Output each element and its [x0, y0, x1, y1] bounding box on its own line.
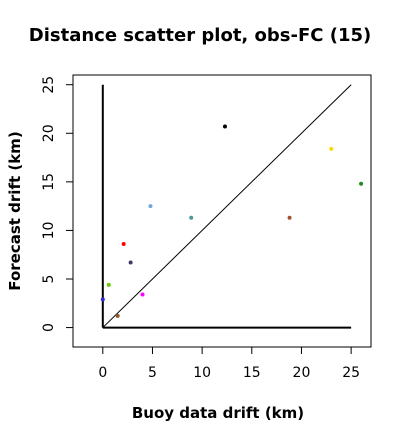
diagonal-reference-line: [102, 84, 352, 328]
y-tick-label-10: 10: [41, 222, 57, 240]
y-axis-ticks: 0 5 10 15 20 25: [41, 76, 73, 332]
y-tick-label-0: 0: [41, 323, 57, 332]
reference-lines: [101, 84, 352, 329]
data-point-5: [128, 260, 133, 265]
data-point-3: [115, 313, 120, 318]
x-tick-label-5: 5: [148, 365, 157, 381]
data-point-12: [359, 181, 364, 186]
x-tick-label-20: 20: [293, 365, 311, 381]
data-point-8: [189, 215, 194, 220]
data-points: [100, 124, 364, 318]
y-tick-label-20: 20: [41, 124, 57, 142]
data-point-10: [287, 215, 292, 220]
x-tick-label-25: 25: [342, 365, 360, 381]
x-axis-label: Buoy data drift (km): [132, 404, 304, 422]
data-point-9: [222, 124, 227, 129]
y-tick-label-15: 15: [41, 173, 57, 191]
data-point-6: [140, 292, 145, 297]
y-tick-label-25: 25: [41, 76, 57, 94]
data-point-11: [329, 146, 334, 151]
data-point-7: [148, 204, 153, 209]
data-point-2: [106, 282, 111, 287]
x-tick-label-15: 15: [243, 365, 261, 381]
chart-title: Distance scatter plot, obs-FC (15): [28, 25, 372, 46]
data-point-4: [121, 242, 126, 247]
plot-frame: [72, 74, 372, 348]
x-tick-label-0: 0: [98, 365, 107, 381]
y-tick-label-5: 5: [41, 275, 57, 284]
x-axis-ticks: 0 5 10 15 20 25: [98, 347, 360, 381]
y-axis-label: Forecast drift (km): [6, 131, 24, 290]
x-tick-label-10: 10: [193, 365, 211, 381]
data-point-1: [100, 297, 105, 302]
